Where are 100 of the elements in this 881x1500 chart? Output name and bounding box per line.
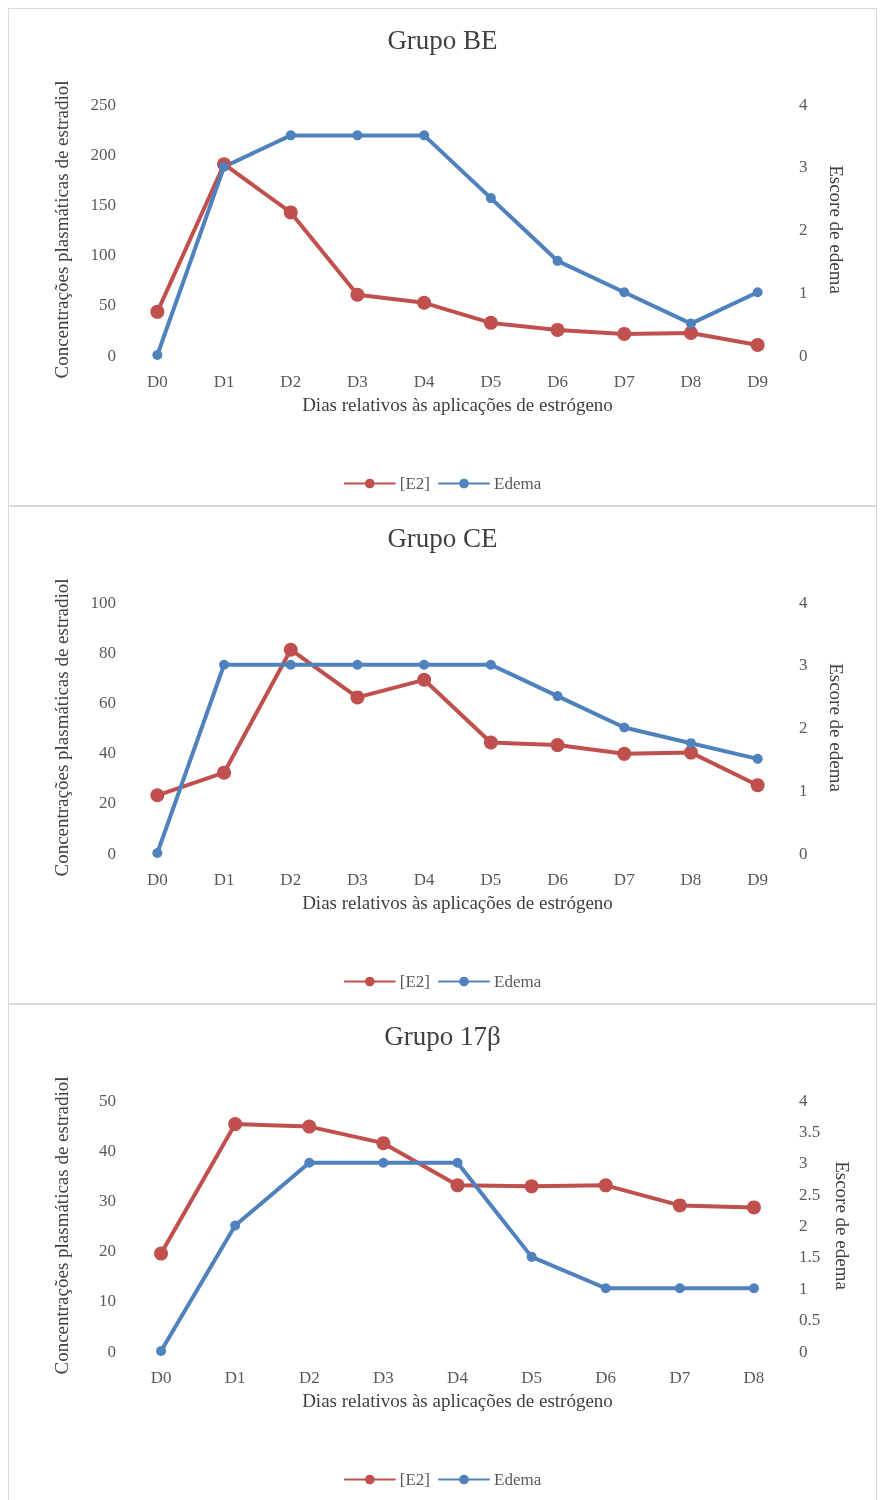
point <box>350 287 365 302</box>
y-tick-label: 250 <box>90 94 116 114</box>
x-tick-label: D7 <box>669 1368 691 1387</box>
y-tick-label: 0 <box>107 1341 116 1361</box>
point <box>752 287 763 298</box>
chart-title: Grupo 17β <box>384 1020 501 1051</box>
point <box>156 1346 167 1356</box>
point <box>219 161 230 172</box>
point <box>485 659 496 670</box>
point <box>598 1178 613 1193</box>
x-tick-label: D3 <box>347 372 368 391</box>
point <box>417 295 432 310</box>
y-tick-label: 150 <box>90 194 116 214</box>
legend-label: Edema <box>494 972 542 991</box>
y-tick-label: 30 <box>99 1190 116 1210</box>
y2-tick-label: 2 <box>799 718 808 737</box>
point <box>304 1157 315 1168</box>
point <box>748 1283 759 1294</box>
point <box>283 642 298 657</box>
y2-tick-label: 4 <box>799 1090 808 1110</box>
x-tick-label: D3 <box>373 1368 394 1387</box>
point <box>619 722 630 733</box>
point <box>483 315 498 330</box>
x-tick-label: D2 <box>280 372 302 391</box>
point <box>228 1117 243 1132</box>
x-tick-label: D8 <box>680 870 702 889</box>
x-tick-label: D5 <box>480 870 502 889</box>
point <box>550 322 565 337</box>
point <box>674 1283 685 1294</box>
legend-label: [E2] <box>399 474 431 493</box>
legend-label: Edema <box>494 474 542 493</box>
x-tick-label: D1 <box>213 372 235 391</box>
y2-tick-label: 2.5 <box>799 1184 821 1204</box>
y2-tick-label: 1.5 <box>799 1247 821 1267</box>
point <box>683 745 698 760</box>
x-tick-label: D6 <box>547 372 568 391</box>
point <box>376 1136 391 1151</box>
chart-title: Grupo CE <box>387 522 498 553</box>
y-tick-label: 50 <box>99 295 116 315</box>
point <box>526 1251 537 1262</box>
y-tick-label: 20 <box>99 793 116 813</box>
point <box>285 659 296 670</box>
y2-tick-label: 3.5 <box>799 1121 821 1141</box>
point <box>419 130 430 141</box>
y-tick-label: 0 <box>107 843 116 863</box>
y-tick-label: 100 <box>90 245 116 265</box>
y2-axis-title: Escore de edema <box>831 1161 853 1291</box>
point <box>230 1220 241 1231</box>
x-tick-label: D3 <box>347 870 368 889</box>
point <box>752 753 763 764</box>
x-axis-title: Dias relativos às aplicações de estrógeno <box>302 892 613 913</box>
legend-label: [E2] <box>399 972 431 991</box>
y2-tick-label: 3 <box>799 655 808 675</box>
y2-axis-title: Escore de edema <box>825 663 847 793</box>
point <box>150 304 165 319</box>
point <box>152 848 163 858</box>
y-tick-label: 80 <box>99 642 116 662</box>
y-axis-title: Concentrações plasmáticas de estradiol <box>50 578 72 877</box>
x-tick-label: D7 <box>613 372 636 391</box>
legend-label: Edema <box>494 1470 542 1489</box>
point <box>154 1246 169 1261</box>
y-tick-label: 0 <box>107 345 116 365</box>
point <box>617 746 632 761</box>
y2-tick-label: 3 <box>799 1153 808 1173</box>
y-axis-title: Concentrações plasmáticas de estradiol <box>50 80 72 379</box>
point <box>552 691 563 702</box>
point <box>685 738 696 749</box>
point <box>417 672 432 687</box>
y-tick-label: 200 <box>90 144 116 164</box>
point <box>150 788 165 803</box>
x-tick-label: D0 <box>150 1368 172 1387</box>
x-tick-label: D5 <box>521 1368 542 1387</box>
point <box>217 765 232 780</box>
x-tick-label: D4 <box>447 1368 469 1387</box>
y2-tick-label: 1 <box>799 282 808 302</box>
point <box>350 690 365 705</box>
x-tick-label: D7 <box>613 870 636 889</box>
x-tick-label: D2 <box>298 1368 320 1387</box>
point <box>352 659 363 670</box>
y-tick-label: 40 <box>99 1140 116 1160</box>
point <box>750 778 765 793</box>
x-axis-title: Dias relativos às aplicações de estrógeno <box>302 1390 613 1411</box>
y2-tick-label: 2 <box>799 1216 808 1235</box>
y-tick-label: 20 <box>99 1241 116 1261</box>
x-tick-label: D4 <box>413 372 436 391</box>
y2-tick-label: 1 <box>799 780 808 800</box>
point <box>617 326 632 341</box>
x-tick-label: D6 <box>547 870 568 889</box>
point <box>452 1157 463 1168</box>
y2-tick-label: 2 <box>799 220 808 239</box>
x-tick-label: D8 <box>743 1368 765 1387</box>
point <box>619 287 630 298</box>
point <box>685 318 696 329</box>
point <box>672 1198 687 1213</box>
y-tick-label: 10 <box>99 1291 116 1311</box>
y2-tick-label: 0 <box>799 345 808 365</box>
point <box>219 659 230 670</box>
chart-title: Grupo BE <box>387 24 498 55</box>
x-tick-label: D2 <box>280 870 302 889</box>
point <box>750 337 765 352</box>
